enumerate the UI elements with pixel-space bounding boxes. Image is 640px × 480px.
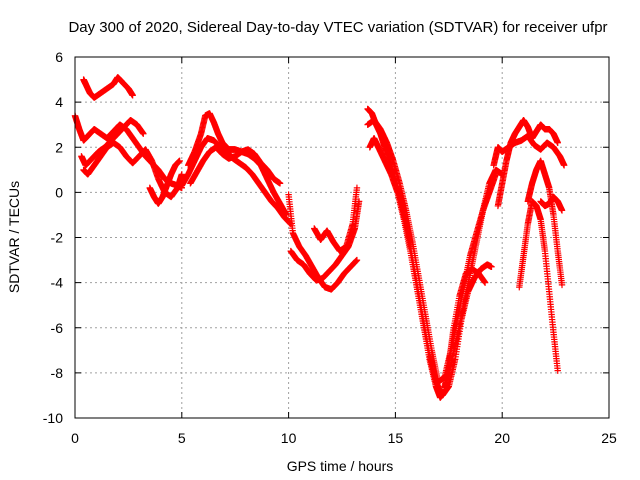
series-track-i	[285, 191, 361, 293]
y-tick-label: -8	[51, 365, 64, 381]
series-track-k	[311, 184, 361, 255]
series-track-h	[187, 144, 284, 187]
grid	[75, 57, 609, 418]
series-track-f	[178, 135, 294, 228]
x-tick-label: 25	[601, 430, 617, 446]
data-point	[176, 157, 183, 164]
data-point	[140, 130, 147, 137]
data-point	[560, 162, 568, 169]
series-track-c	[78, 116, 147, 169]
x-axis-label: GPS time / hours	[287, 458, 394, 474]
data-point	[481, 279, 489, 286]
data-point	[554, 367, 561, 374]
y-tick-label: 0	[55, 184, 63, 200]
data-point	[283, 211, 290, 219]
x-tick-label: 15	[388, 430, 404, 446]
y-tick-label: -2	[51, 230, 64, 246]
data-point	[129, 92, 136, 99]
y-tick-label: -10	[43, 410, 63, 426]
series-track-r	[516, 198, 561, 374]
y-tick-label: 6	[55, 49, 63, 65]
data-point	[558, 207, 566, 214]
x-tick-label: 10	[281, 430, 297, 446]
data-point	[488, 263, 495, 271]
series-track-q	[494, 116, 561, 210]
x-tick-label: 20	[494, 430, 510, 446]
y-tick-label: 4	[55, 94, 63, 110]
y-tick-label: 2	[55, 139, 63, 155]
series-track-a	[80, 74, 136, 101]
data-point	[353, 184, 361, 192]
data-point	[554, 139, 561, 146]
axis-ticks: 0 5 10 15 20 25 -10 -8 -6 -4 -2 0 2 4 6	[43, 49, 617, 446]
chart-title: Day 300 of 2020, Sidereal Day-to-day VTE…	[68, 19, 607, 36]
series-track-d	[80, 139, 185, 201]
data-point	[558, 281, 566, 289]
y-tick-label: -6	[51, 320, 64, 336]
y-tick-label: -4	[51, 275, 64, 291]
y-axis-label: SDTVAR / TECUs	[6, 181, 22, 293]
series-track-s	[524, 157, 566, 289]
series-track-t	[537, 193, 566, 214]
series-track-e	[146, 157, 183, 207]
x-tick-label: 5	[178, 430, 186, 446]
data-points	[71, 74, 568, 401]
data-point	[353, 256, 361, 264]
x-tick-label: 0	[71, 430, 79, 446]
data-point	[276, 180, 284, 187]
data-point	[178, 171, 185, 178]
